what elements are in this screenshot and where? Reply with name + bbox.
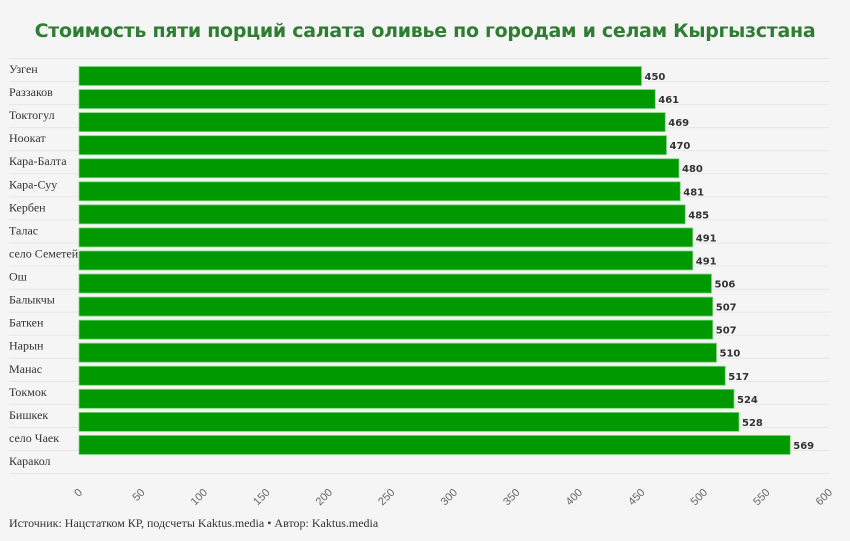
category-label: Каракол <box>9 454 51 468</box>
data-label: 450 <box>645 72 666 83</box>
bar <box>78 204 686 225</box>
data-label: 507 <box>716 303 737 314</box>
data-label: 524 <box>737 395 758 406</box>
category-label: село Чаек <box>9 431 59 445</box>
bar <box>78 227 694 248</box>
category-label: Раззаков <box>9 85 53 99</box>
x-tick-label: 300 <box>439 487 460 508</box>
bar <box>78 250 694 271</box>
x-tick-label: 150 <box>251 487 272 508</box>
bar <box>78 112 666 133</box>
x-tick-label: 400 <box>564 487 585 508</box>
bar <box>78 365 726 386</box>
category-label: Баткен <box>9 316 44 330</box>
category-label: Бишкек <box>9 408 48 422</box>
category-label: Токмок <box>9 385 47 399</box>
bar <box>78 296 714 317</box>
bar <box>78 411 740 432</box>
x-tick-label: 500 <box>689 487 710 508</box>
chart-title: Стоимость пяти порций салата оливье по г… <box>34 20 816 42</box>
x-tick-label: 250 <box>376 487 397 508</box>
category-label: Нарын <box>9 339 44 353</box>
data-label: 510 <box>720 349 741 360</box>
data-label: 517 <box>728 372 749 383</box>
bar <box>78 158 680 179</box>
source-footer: Источник: Нацстатком КР, подсчеты Kaktus… <box>9 516 379 530</box>
x-tick-label: 100 <box>189 487 210 508</box>
category-label: Токтогул <box>9 108 55 122</box>
data-label: 507 <box>716 326 737 337</box>
bar <box>78 319 714 340</box>
data-label: 461 <box>658 95 679 106</box>
bar <box>78 273 712 294</box>
category-label: Манас <box>9 362 42 376</box>
bar <box>78 66 642 86</box>
data-label: 569 <box>793 441 814 452</box>
x-tick-label: 50 <box>130 487 147 504</box>
data-label: 480 <box>682 164 703 175</box>
data-label: 485 <box>688 210 709 221</box>
data-label: 470 <box>670 141 691 152</box>
category-label: Узген <box>9 62 38 76</box>
bar <box>78 135 667 156</box>
bar <box>78 181 681 202</box>
data-label: 528 <box>742 418 763 429</box>
data-label: 491 <box>696 256 717 267</box>
x-tick-label: 0 <box>72 487 85 500</box>
bar <box>78 342 717 363</box>
x-tick-label: 350 <box>501 487 522 508</box>
x-tick-label: 450 <box>626 487 647 508</box>
category-label: Кербен <box>9 200 46 214</box>
data-label: 469 <box>668 118 689 129</box>
bar <box>78 89 656 109</box>
data-label: 506 <box>715 280 736 291</box>
x-tick-label: 600 <box>814 487 835 508</box>
category-label: Балыкчы <box>9 293 55 307</box>
x-tick-label: 550 <box>751 487 772 508</box>
category-label: Ноокат <box>9 131 46 145</box>
category-label: Талас <box>9 223 38 237</box>
x-tick-label: 200 <box>314 487 335 508</box>
category-label: Ош <box>9 270 28 284</box>
category-label: Кара-Балта <box>9 154 67 168</box>
category-label: Кара-Суу <box>9 177 57 191</box>
bar <box>78 388 735 409</box>
data-label: 491 <box>696 233 717 244</box>
category-label: село Семетей <box>9 246 79 260</box>
bar <box>78 435 791 455</box>
data-label: 481 <box>683 187 704 198</box>
